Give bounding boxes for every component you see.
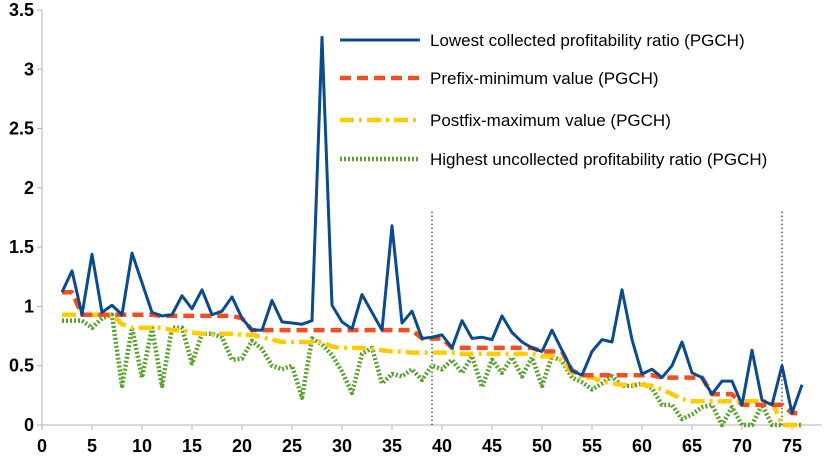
x-tick-label: 50	[532, 436, 552, 456]
x-tick-label: 60	[632, 436, 652, 456]
x-tick-label: 70	[732, 436, 752, 456]
legend-label-4: Highest uncollected profitability ratio …	[430, 150, 767, 169]
y-tick-label: 2.5	[9, 119, 34, 139]
x-tick-label: 45	[482, 436, 502, 456]
y-tick-label: 1.5	[9, 237, 34, 257]
x-tick-label: 20	[232, 436, 252, 456]
series-line-4	[62, 312, 802, 428]
x-tick-label: 0	[37, 436, 47, 456]
series-line-1	[60, 35, 804, 415]
x-tick-label: 55	[582, 436, 602, 456]
x-tick-label: 15	[182, 436, 202, 456]
x-tick-label: 25	[282, 436, 302, 456]
series-layer	[60, 35, 804, 428]
x-tick-label: 75	[782, 436, 802, 456]
y-tick-label: 1	[24, 296, 34, 316]
x-tick-label: 35	[382, 436, 402, 456]
y-tick-label: 2	[24, 178, 34, 198]
y-tick-label: 0	[24, 415, 34, 435]
x-tick-label: 10	[132, 436, 152, 456]
y-tick-label: 0.5	[9, 356, 34, 376]
x-tick-label: 65	[682, 436, 702, 456]
legend-label-3: Postfix-maximum value (PGCH)	[430, 111, 671, 130]
legend: Lowest collected profitability ratio (PG…	[340, 31, 767, 169]
x-tick-label: 5	[87, 436, 97, 456]
y-tick-label: 3.5	[9, 0, 34, 20]
x-tick-label: 40	[432, 436, 452, 456]
series-line-3	[62, 312, 802, 428]
legend-label-1: Lowest collected profitability ratio (PG…	[430, 31, 745, 50]
x-tick-label: 30	[332, 436, 352, 456]
y-tick-label: 3	[24, 59, 34, 79]
tick-labels: 0 0.5 1 1.5 2 2.5 3 3.5 0 5 10 15 20 25 30 35 40 45 50 55 60…	[9, 0, 802, 456]
legend-label-2: Prefix-minimum value (PGCH)	[430, 69, 659, 88]
chart-axes	[37, 9, 822, 430]
